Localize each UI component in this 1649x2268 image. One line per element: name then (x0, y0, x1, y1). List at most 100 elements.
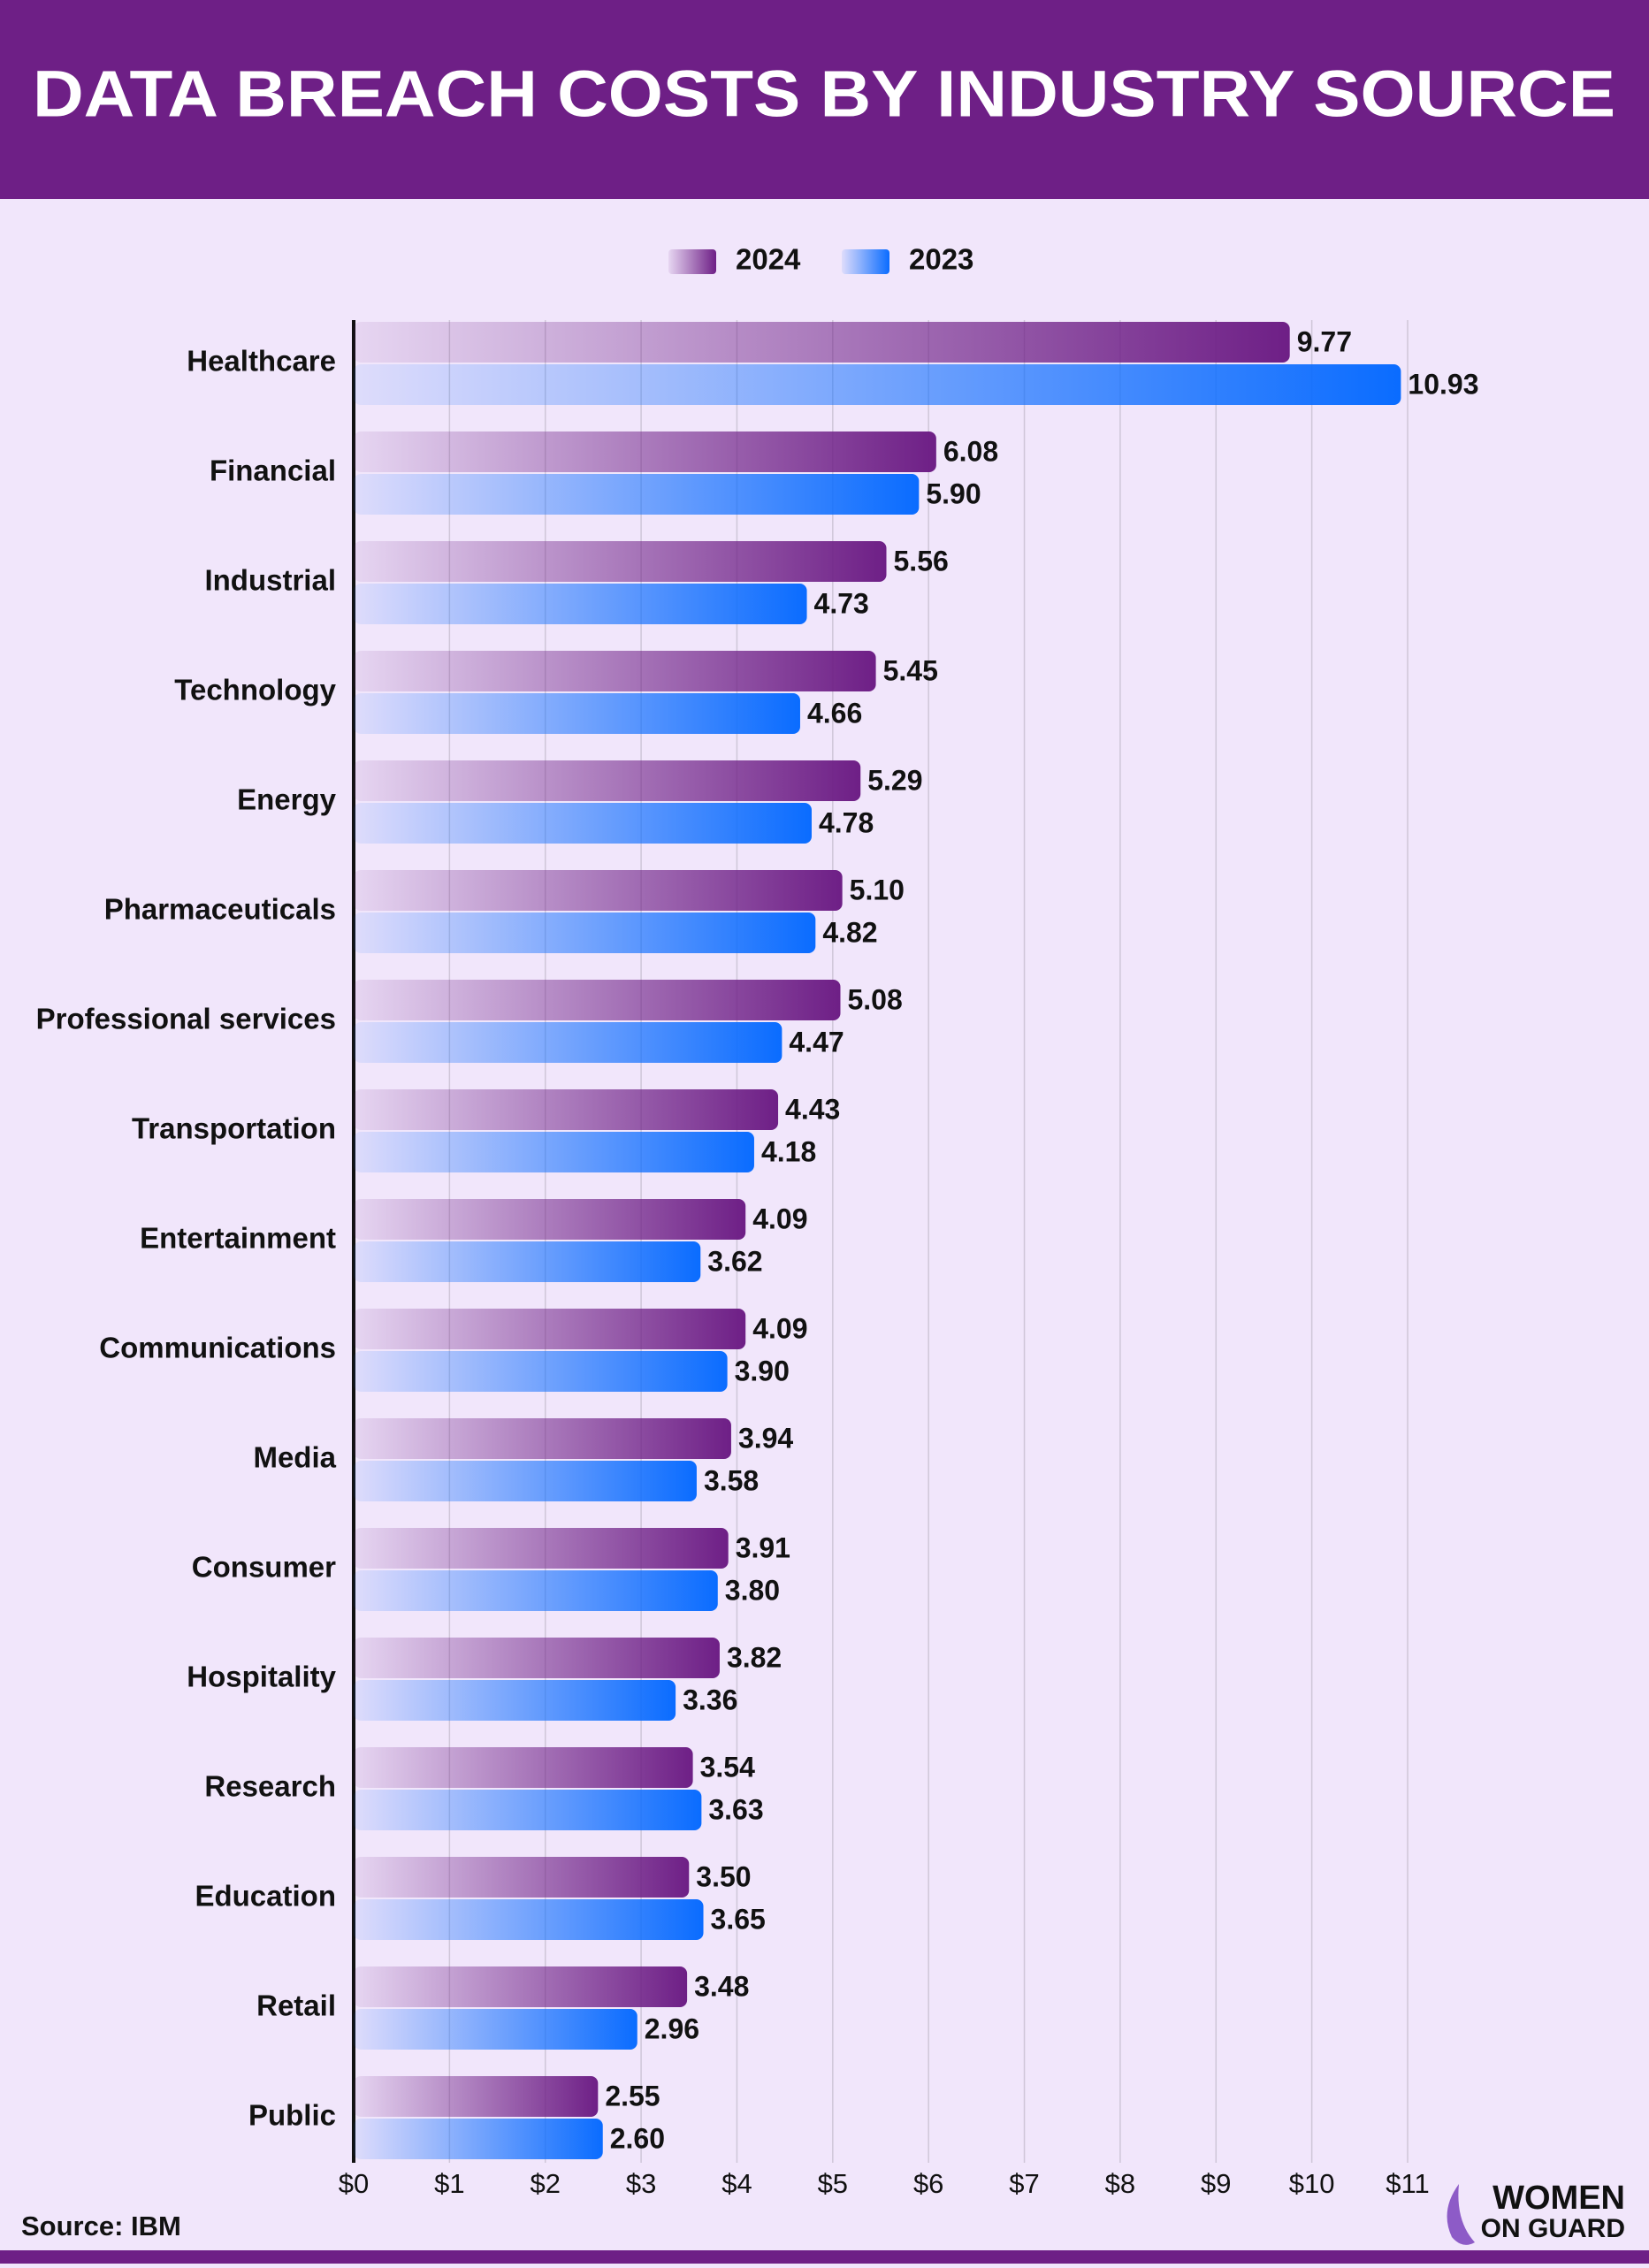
y-tick-label: Technology (174, 674, 336, 706)
x-tick-label: $8 (1105, 2168, 1135, 2199)
bar (354, 1747, 693, 1788)
bar (354, 2076, 599, 2117)
bar (354, 913, 816, 953)
value-label: 5.10 (850, 874, 905, 905)
value-label: 3.65 (711, 1903, 766, 1935)
bar (354, 1857, 690, 1898)
bar (354, 870, 843, 911)
value-label: 6.08 (943, 435, 998, 467)
bar (354, 1199, 746, 1240)
y-tick-label: Communications (99, 1332, 336, 1364)
value-label: 3.90 (735, 1355, 790, 1386)
bar (354, 364, 1401, 405)
value-label: 2.55 (605, 2080, 660, 2111)
y-tick-label: Financial (210, 454, 336, 487)
x-tick-label: $3 (626, 2168, 656, 2199)
bar (354, 431, 936, 472)
value-label: 3.62 (707, 1245, 762, 1277)
value-label: 2.60 (610, 2122, 665, 2154)
x-tick-label: $5 (818, 2168, 848, 2199)
chart-title: DATA BREACH COSTS BY INDUSTRY SOURCE (33, 57, 1615, 131)
value-label: 9.77 (1297, 325, 1352, 357)
value-label: 4.78 (819, 806, 874, 838)
y-tick-label: Energy (237, 783, 337, 816)
bar (354, 1241, 701, 1282)
x-tick-label: $7 (1009, 2168, 1039, 2199)
value-label: 4.09 (752, 1312, 807, 1344)
legend-swatch (668, 249, 716, 274)
bar (354, 1022, 783, 1063)
value-label: 2.96 (645, 2012, 699, 2044)
x-tick-label: $4 (721, 2168, 752, 2199)
value-label: 4.18 (761, 1135, 816, 1167)
bar (354, 1966, 688, 2007)
bar (354, 980, 841, 1020)
value-label: 5.29 (867, 764, 922, 796)
value-label: 5.90 (926, 477, 981, 509)
value-label: 10.93 (1408, 368, 1478, 400)
x-tick-label: $11 (1386, 2168, 1429, 2199)
y-tick-label: Professional services (36, 1003, 336, 1035)
legend-swatch (842, 249, 889, 274)
y-tick-label: Transportation (132, 1112, 336, 1145)
bar (354, 474, 920, 515)
x-tick-label: $9 (1201, 2168, 1231, 2199)
value-label: 4.43 (785, 1093, 840, 1125)
y-tick-label: Healthcare (187, 345, 336, 378)
x-tick-label: $2 (530, 2168, 560, 2199)
y-tick-label: Retail (256, 1989, 336, 2022)
logo-text: ON GUARD (1481, 2214, 1625, 2243)
bar (354, 1461, 697, 1501)
y-tick-label: Pharmaceuticals (104, 893, 336, 926)
x-tick-label: $6 (913, 2168, 943, 2199)
y-tick-label: Media (253, 1441, 336, 1474)
bar (354, 1528, 729, 1569)
y-tick-label: Research (204, 1770, 336, 1803)
bar (354, 693, 800, 734)
bar (354, 541, 887, 582)
logo-icon (1447, 2184, 1475, 2245)
y-tick-label: Public (248, 2099, 336, 2132)
bar (354, 584, 807, 624)
x-tick-label: $10 (1289, 2168, 1335, 2199)
value-label: 3.94 (738, 1422, 793, 1454)
value-label: 3.63 (708, 1793, 763, 1825)
bar (354, 1680, 676, 1721)
bar (354, 1309, 746, 1349)
value-label: 3.82 (727, 1641, 782, 1673)
value-label: 3.58 (704, 1464, 759, 1496)
y-tick-label: Entertainment (140, 1222, 336, 1255)
bar (354, 1132, 754, 1172)
header-band (0, 0, 1649, 199)
value-label: 4.82 (822, 916, 877, 948)
bar (354, 2119, 603, 2159)
bar (354, 760, 861, 801)
bar (354, 1899, 704, 1940)
bar (354, 1790, 702, 1830)
value-label: 4.47 (789, 1026, 844, 1058)
bar (354, 1089, 779, 1130)
footer-band (0, 2250, 1649, 2264)
value-label: 3.50 (696, 1860, 751, 1892)
y-tick-label: Industrial (204, 564, 336, 597)
bar (354, 803, 812, 844)
bar (354, 2009, 637, 2050)
legend-label: 2023 (909, 243, 973, 276)
value-label: 3.80 (725, 1574, 780, 1606)
value-label: 3.36 (683, 1684, 737, 1715)
value-label: 5.45 (883, 654, 938, 686)
y-tick-label: Hospitality (187, 1661, 336, 1693)
bar (354, 1418, 731, 1459)
logo-text: WOMEN (1492, 2180, 1625, 2217)
source: Source: IBM (21, 2211, 181, 2241)
value-label: 4.09 (752, 1203, 807, 1234)
bar (354, 1351, 728, 1392)
x-tick-label: $0 (339, 2168, 369, 2199)
value-label: 3.48 (694, 1970, 749, 2002)
value-label: 3.91 (736, 1531, 790, 1563)
bar (354, 322, 1290, 363)
y-tick-label: Education (195, 1880, 336, 1913)
y-tick-label: Consumer (192, 1551, 336, 1584)
